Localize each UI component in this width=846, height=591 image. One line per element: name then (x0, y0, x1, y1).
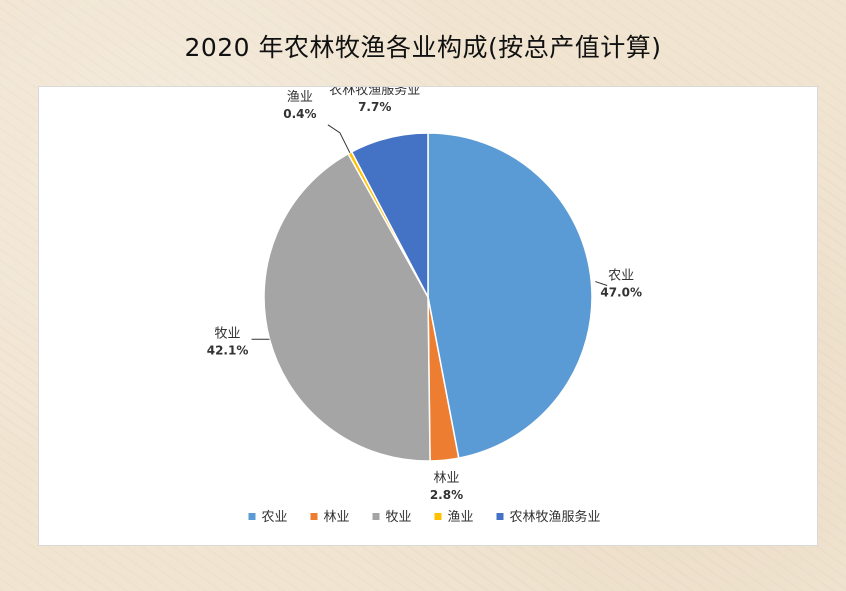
data-label-value-services: 7.7% (358, 100, 391, 114)
legend: 农业 林业 牧业 渔业 农林牧渔服务业 (248, 509, 601, 525)
legend-label-animal-husbandry: 牧业 (386, 510, 412, 525)
pie-slice-animal-husbandry (263, 152, 431, 462)
chart-panel: 农业 47.0% 林业 2.8% 牧业 42.1% 渔业 0.4% 农林牧渔服务业 7.7% 农业… (38, 82, 818, 546)
data-label-value-fishery: 0.4% (283, 107, 316, 121)
legend-swatch-agriculture (248, 513, 256, 520)
data-label-value-agriculture: 47.0% (600, 285, 642, 299)
legend-swatch-animal-husbandry (372, 513, 380, 520)
legend-item-services: 农林牧渔服务业 (496, 509, 601, 525)
pie-slice-services (350, 132, 429, 298)
legend-swatch-fishery (434, 513, 442, 520)
legend-item-agriculture: 农业 (248, 510, 288, 525)
data-label-value-forestry: 2.8% (430, 488, 463, 502)
leader-line-fishery (327, 124, 351, 154)
leader-lines (251, 124, 608, 340)
legend-label-agriculture: 农业 (262, 510, 288, 525)
data-label-name-services: 农林牧渔服务业 (329, 87, 420, 98)
legend-item-animal-husbandry: 牧业 (372, 510, 412, 525)
data-label-name-agriculture: 农业 (608, 268, 634, 283)
data-label-name-fishery: 渔业 (287, 90, 313, 105)
pie-slice-agriculture (427, 132, 593, 459)
legend-label-fishery: 渔业 (448, 510, 474, 525)
pie-chart: 农业 47.0% 林业 2.8% 牧业 42.1% 渔业 0.4% 农林牧渔服务业 7.7% 农业… (207, 82, 642, 525)
pie-slices (263, 132, 593, 462)
legend-swatch-forestry (310, 513, 318, 520)
legend-label-forestry: 林业 (324, 510, 350, 525)
leader-line-agriculture (595, 281, 608, 286)
data-label-name-forestry: 林业 (433, 471, 459, 486)
legend-item-forestry: 林业 (310, 510, 350, 525)
data-label-value-animal-husbandry: 42.1% (207, 343, 249, 357)
legend-swatch-services (496, 513, 504, 520)
legend-label-services: 农林牧渔服务业 (510, 509, 601, 525)
legend-item-fishery: 渔业 (434, 510, 474, 525)
data-label-name-animal-husbandry: 牧业 (215, 326, 241, 341)
chart-title: 2020 年农林牧渔各业构成(按总产值计算) (184, 33, 662, 62)
